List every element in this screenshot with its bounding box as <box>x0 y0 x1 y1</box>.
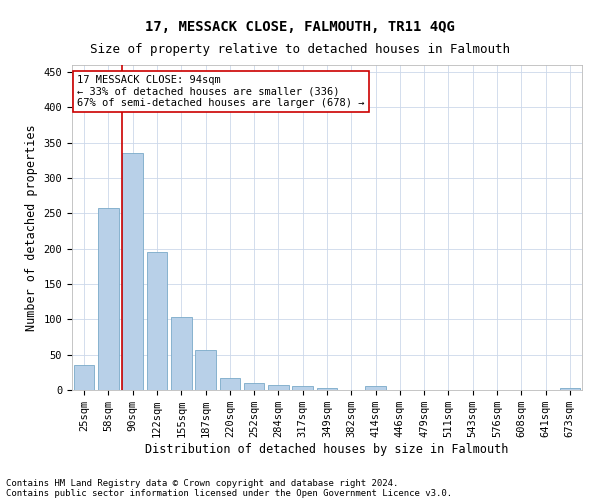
Bar <box>146 252 167 390</box>
Bar <box>122 152 143 390</box>
Bar <box>171 316 191 390</box>
Bar <box>292 386 313 390</box>
Text: Contains public sector information licensed under the Open Government Licence v3: Contains public sector information licen… <box>6 488 452 498</box>
Bar <box>98 208 119 390</box>
Bar <box>74 366 94 390</box>
Bar <box>195 350 216 390</box>
Bar <box>220 378 240 390</box>
Text: 17, MESSACK CLOSE, FALMOUTH, TR11 4QG: 17, MESSACK CLOSE, FALMOUTH, TR11 4QG <box>145 20 455 34</box>
Y-axis label: Number of detached properties: Number of detached properties <box>25 124 38 331</box>
Text: Size of property relative to detached houses in Falmouth: Size of property relative to detached ho… <box>90 42 510 56</box>
X-axis label: Distribution of detached houses by size in Falmouth: Distribution of detached houses by size … <box>145 443 509 456</box>
Bar <box>365 386 386 390</box>
Bar <box>268 385 289 390</box>
Bar <box>244 383 265 390</box>
Bar <box>560 388 580 390</box>
Text: 17 MESSACK CLOSE: 94sqm
← 33% of detached houses are smaller (336)
67% of semi-d: 17 MESSACK CLOSE: 94sqm ← 33% of detache… <box>77 74 365 108</box>
Text: Contains HM Land Registry data © Crown copyright and database right 2024.: Contains HM Land Registry data © Crown c… <box>6 478 398 488</box>
Bar <box>317 388 337 390</box>
